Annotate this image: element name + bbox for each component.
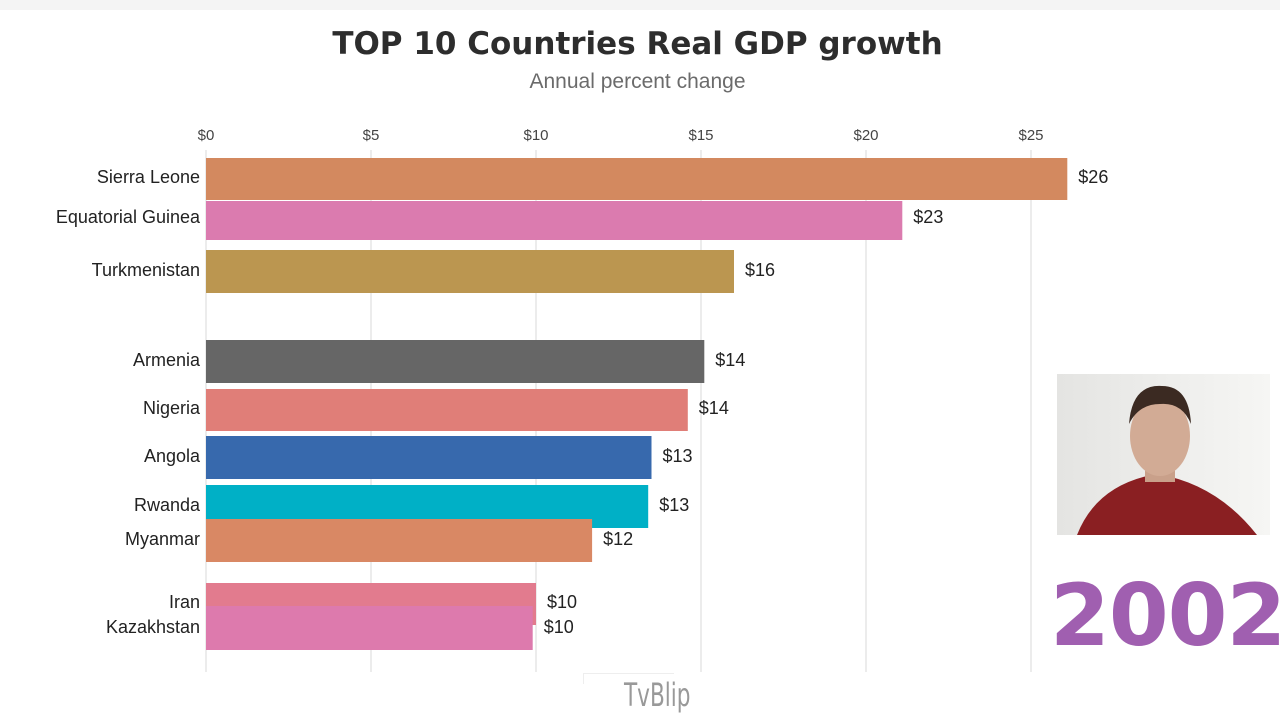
watermark: TvBlip	[624, 676, 691, 714]
category-label: Kazakhstan	[106, 617, 200, 637]
bar	[206, 606, 533, 650]
category-label: Sierra Leone	[97, 167, 200, 187]
category-label: Turkmenistan	[92, 260, 200, 280]
bar	[206, 158, 1068, 200]
value-label: $13	[663, 446, 693, 466]
bar	[206, 201, 903, 240]
value-label: $10	[547, 592, 577, 612]
top-border	[0, 0, 1280, 10]
chart-title: TOP 10 Countries Real GDP growth	[332, 26, 943, 62]
category-label: Nigeria	[143, 398, 201, 418]
x-tick-label: $5	[363, 127, 380, 144]
bar	[206, 250, 734, 293]
category-label: Iran	[169, 592, 200, 612]
value-label: $13	[659, 495, 689, 515]
x-tick-label: $0	[198, 127, 215, 144]
value-label: $12	[603, 529, 633, 549]
x-tick-label: $20	[853, 127, 878, 144]
watermark-box	[583, 673, 674, 684]
bar	[206, 436, 652, 479]
x-tick-label: $25	[1018, 127, 1043, 144]
category-label: Angola	[144, 446, 201, 466]
x-tick-label: $10	[523, 127, 548, 144]
x-tick-label: $15	[688, 127, 713, 144]
bar	[206, 389, 688, 431]
value-label: $14	[699, 398, 729, 418]
value-label: $14	[715, 350, 745, 370]
value-label: $10	[544, 617, 574, 637]
category-label: Equatorial Guinea	[56, 207, 201, 227]
person-image	[1077, 385, 1257, 535]
year-label: 2002	[1050, 566, 1280, 666]
value-label: $23	[913, 207, 943, 227]
value-label: $26	[1078, 167, 1108, 187]
bar	[206, 519, 593, 562]
category-label: Myanmar	[125, 529, 200, 549]
category-label: Rwanda	[134, 495, 201, 515]
chart-subtitle: Annual percent change	[529, 70, 746, 93]
webcam-video	[1057, 374, 1270, 535]
category-label: Armenia	[133, 350, 201, 370]
bar	[206, 340, 705, 383]
value-label: $16	[745, 260, 775, 280]
